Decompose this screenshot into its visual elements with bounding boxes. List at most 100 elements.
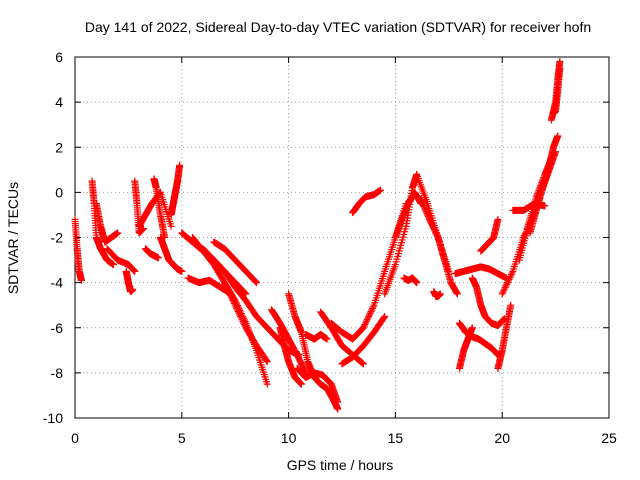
y-tick-label: -8 xyxy=(51,365,64,381)
data-point xyxy=(413,279,421,287)
data-point xyxy=(362,317,370,325)
x-tick-label: 15 xyxy=(388,430,404,446)
data-point xyxy=(554,132,562,140)
data-point xyxy=(369,303,377,311)
data-point xyxy=(178,267,186,275)
data-point xyxy=(129,285,137,293)
data-point xyxy=(368,306,376,314)
chart-title: Day 141 of 2022, Sidereal Day-to-day VTE… xyxy=(85,19,591,35)
data-point xyxy=(505,275,513,283)
data-point xyxy=(109,261,117,269)
data-point xyxy=(500,287,508,295)
data-point xyxy=(381,312,389,320)
data-point xyxy=(436,290,444,298)
data-point xyxy=(367,308,375,316)
data-point xyxy=(556,58,564,66)
data-point xyxy=(358,359,366,367)
data-point xyxy=(238,316,246,324)
data-point xyxy=(227,290,235,298)
data-point xyxy=(363,316,371,324)
data-point xyxy=(297,380,305,388)
data-point xyxy=(453,290,461,298)
data-points xyxy=(71,58,564,413)
y-axis-label: SDTVAR / TECUs xyxy=(5,182,21,294)
data-point xyxy=(501,283,509,291)
x-tick-label: 20 xyxy=(494,430,510,446)
data-point xyxy=(468,324,476,332)
data-point xyxy=(232,303,240,311)
data-point xyxy=(221,279,229,287)
data-point xyxy=(494,215,502,223)
data-point xyxy=(541,202,549,210)
data-point xyxy=(235,309,243,317)
data-point xyxy=(508,269,516,277)
data-point xyxy=(234,308,242,316)
data-point xyxy=(503,280,511,288)
y-tick-label: -6 xyxy=(51,320,64,336)
data-point xyxy=(253,279,261,287)
data-point xyxy=(323,335,331,343)
data-point xyxy=(229,296,237,304)
data-point xyxy=(237,314,245,322)
x-axis-label: GPS time / hours xyxy=(287,457,394,473)
data-point xyxy=(507,301,515,309)
y-tick-label: -2 xyxy=(51,230,64,246)
data-point xyxy=(362,319,370,327)
data-point xyxy=(114,229,122,237)
data-point xyxy=(139,224,147,232)
data-point xyxy=(502,282,510,290)
data-point xyxy=(364,314,372,322)
data-point xyxy=(499,288,507,296)
data-point xyxy=(369,304,377,312)
data-point xyxy=(176,161,184,169)
data-point xyxy=(500,285,508,293)
data-point xyxy=(233,304,241,312)
data-point xyxy=(376,186,384,194)
data-point xyxy=(507,271,515,279)
data-point xyxy=(131,267,139,275)
data-point xyxy=(361,321,369,329)
y-tick-label: -4 xyxy=(51,275,64,291)
data-point xyxy=(239,317,247,325)
x-tick-label: 5 xyxy=(178,430,186,446)
data-point xyxy=(366,309,374,317)
data-point xyxy=(154,254,162,262)
data-point xyxy=(251,277,259,285)
data-point xyxy=(252,278,260,286)
data-point xyxy=(228,295,236,303)
data-point xyxy=(240,319,248,327)
data-point xyxy=(556,64,564,72)
data-point xyxy=(262,356,270,364)
data-point xyxy=(334,405,342,413)
y-tick-label: 4 xyxy=(55,94,63,110)
data-point xyxy=(365,312,373,320)
data-point xyxy=(263,358,271,366)
data-point xyxy=(359,360,367,368)
y-tick-label: 2 xyxy=(55,139,63,155)
data-point xyxy=(359,324,367,332)
x-tick-label: 25 xyxy=(601,430,617,446)
data-point xyxy=(77,276,85,284)
x-axis: 0 5 10 15 20 25 xyxy=(71,57,617,446)
x-tick-label: 0 xyxy=(71,430,79,446)
data-point xyxy=(334,398,342,406)
x-tick-label: 10 xyxy=(281,430,297,446)
data-point xyxy=(233,306,241,314)
data-point xyxy=(240,321,248,329)
data-point xyxy=(380,314,388,322)
data-point xyxy=(236,311,244,319)
y-tick-label: -10 xyxy=(43,410,63,426)
data-point xyxy=(359,359,367,367)
data-point xyxy=(167,222,175,230)
data-point xyxy=(498,290,506,298)
data-point xyxy=(230,300,238,308)
data-point xyxy=(365,311,373,319)
data-point xyxy=(504,279,512,287)
data-point xyxy=(237,312,245,320)
y-tick-label: 6 xyxy=(55,49,63,65)
y-tick-label: 0 xyxy=(55,184,63,200)
data-point xyxy=(263,380,271,388)
data-point xyxy=(230,298,238,306)
data-point xyxy=(507,272,515,280)
